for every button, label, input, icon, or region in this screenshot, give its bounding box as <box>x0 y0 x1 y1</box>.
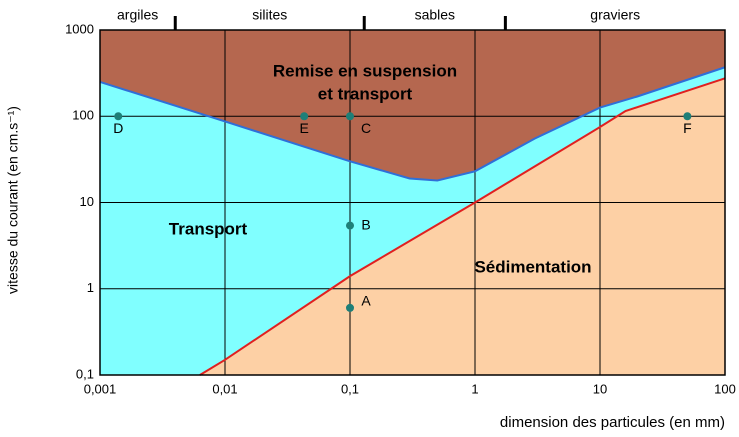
point-label: D <box>113 120 123 136</box>
suspension-region <box>100 30 725 181</box>
point-label: A <box>361 293 371 309</box>
region-label: Sédimentation <box>474 257 591 276</box>
point <box>300 112 309 121</box>
y-tick-label: 10 <box>80 194 94 209</box>
erosion-curve <box>99 66 726 182</box>
x-tick-label: 100 <box>714 381 736 396</box>
x-tick-label: 0,001 <box>84 381 117 396</box>
zone-label: graviers <box>590 7 640 23</box>
x-axis-label: dimension des particules (en mm) <box>500 414 725 431</box>
point-label: E <box>300 120 309 136</box>
region-label: Transport <box>169 219 248 238</box>
point <box>683 112 692 121</box>
sedimentation-curve <box>199 77 726 376</box>
point-label: F <box>683 120 692 136</box>
point <box>346 303 354 312</box>
point-label: C <box>361 120 371 136</box>
plot-frame <box>99 29 726 376</box>
zone-label: silites <box>252 7 287 23</box>
y-tick-label: 1 <box>87 280 94 295</box>
region-label: Remise en suspension <box>273 61 457 80</box>
point <box>346 221 354 230</box>
x-tick-label: 0,01 <box>212 381 237 396</box>
y-tick-label: 0,1 <box>76 366 94 381</box>
transport-region <box>100 67 725 375</box>
point-label: B <box>361 216 370 232</box>
point <box>346 112 354 121</box>
y-axis-label: vitesse du courant (en cm.s⁻¹) <box>5 106 21 294</box>
point <box>114 112 123 121</box>
region-label: et transport <box>318 84 413 103</box>
x-tick-label: 1 <box>471 381 478 396</box>
y-tick-label: 1000 <box>65 21 94 36</box>
zone-label: argiles <box>117 7 158 23</box>
x-tick-label: 0,1 <box>341 381 359 396</box>
y-tick-label: 100 <box>72 108 94 123</box>
x-tick-label: 10 <box>593 381 607 396</box>
zone-label: sables <box>415 7 455 23</box>
